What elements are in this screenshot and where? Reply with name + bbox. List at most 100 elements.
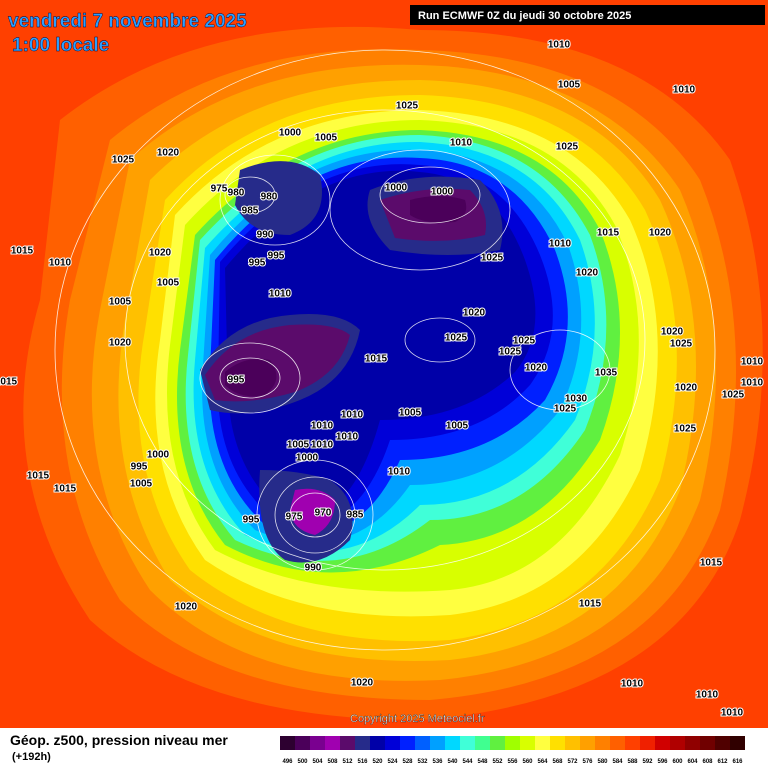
- legend-swatch: [460, 736, 475, 750]
- pressure-label: 1010: [49, 258, 72, 269]
- pressure-label: 995: [268, 251, 285, 262]
- legend-label: 600: [672, 759, 683, 765]
- legend-label: 520: [372, 759, 383, 765]
- legend-swatch: [610, 736, 625, 750]
- pressure-label: 990: [257, 230, 274, 241]
- pressure-label: 1000: [279, 128, 302, 139]
- pressure-label: 1005: [446, 421, 469, 432]
- legend-label: 616: [732, 759, 743, 765]
- field-band: [225, 196, 467, 397]
- legend-swatch: [550, 736, 565, 750]
- legend-swatch: [625, 736, 640, 750]
- legend-swatch: [640, 736, 655, 750]
- field-band: [290, 488, 335, 535]
- geopotential-field: [0, 0, 768, 728]
- legend-label: 576: [582, 759, 593, 765]
- pressure-label: 1025: [499, 347, 522, 358]
- legend-swatch: [370, 736, 385, 750]
- pressure-label: 1005: [157, 278, 180, 289]
- pressure-label: 1025: [670, 339, 693, 350]
- legend-swatch: [520, 736, 535, 750]
- pressure-label: 1015: [54, 484, 77, 495]
- pressure-label: 995: [228, 375, 245, 386]
- legend-label: 508: [327, 759, 338, 765]
- legend-swatch: [685, 736, 700, 750]
- pressure-label: 1025: [513, 336, 536, 347]
- pressure-label: 1010: [721, 708, 744, 719]
- pressure-label: 1010: [741, 357, 764, 368]
- legend-label: 516: [357, 759, 368, 765]
- legend-swatch: [715, 736, 730, 750]
- pressure-label: 1020: [463, 308, 486, 319]
- pressure-label: 1025: [674, 424, 697, 435]
- legend-swatch: [655, 736, 670, 750]
- pressure-label: 1010: [696, 690, 719, 701]
- pressure-label: 1025: [556, 142, 579, 153]
- legend-label: 556: [507, 759, 518, 765]
- field-band: [205, 188, 486, 402]
- legend-swatch: [670, 736, 685, 750]
- pressure-label: 985: [347, 510, 364, 521]
- color-legend: 496 500 504 508 512 516 520 524 528 532 536 540 544 5…: [280, 736, 745, 765]
- pressure-label: 1010: [311, 421, 334, 432]
- pressure-label: 1020: [675, 383, 698, 394]
- legend-label: 604: [687, 759, 698, 765]
- pressure-label: 1005: [315, 133, 338, 144]
- legend-label: 532: [417, 759, 428, 765]
- pressure-label: 1005: [558, 80, 581, 91]
- pressure-label: 1015: [0, 377, 18, 388]
- legend-label: 504: [312, 759, 323, 765]
- pressure-label: 1010: [548, 40, 571, 51]
- legend-swatch: [535, 736, 550, 750]
- field-band: [225, 170, 536, 517]
- run-box: [410, 5, 765, 25]
- legend-label: 592: [642, 759, 653, 765]
- pressure-label: 1010: [336, 432, 359, 443]
- legend-swatch: [280, 736, 295, 750]
- pressure-label: 970: [315, 508, 332, 519]
- pressure-label: 1025: [554, 404, 577, 415]
- pressure-label: 1000: [385, 183, 408, 194]
- legend-swatch: [400, 736, 415, 750]
- pressure-label: 1020: [157, 148, 180, 159]
- legend-swatch: [415, 736, 430, 750]
- pressure-label: 1020: [525, 363, 548, 374]
- legend-swatch: [505, 736, 520, 750]
- legend-label: 572: [567, 759, 578, 765]
- legend-swatch: [595, 736, 610, 750]
- run-info: Run ECMWF 0Z du jeudi 30 octobre 2025: [418, 10, 631, 22]
- legend-swatch: [475, 736, 490, 750]
- pressure-label: 1025: [112, 155, 135, 166]
- pressure-label: 985: [242, 206, 259, 217]
- pressure-label: 1010: [311, 440, 334, 451]
- pressure-label: 980: [228, 188, 245, 199]
- pressure-label: 975: [286, 512, 303, 523]
- legend-swatch: [565, 736, 580, 750]
- legend-swatch: [490, 736, 505, 750]
- pressure-label: 1020: [175, 602, 198, 613]
- legend-label: 568: [552, 759, 563, 765]
- legend-swatch: [310, 736, 325, 750]
- pressure-label: 1010: [673, 85, 696, 96]
- pressure-label: 1015: [597, 228, 620, 239]
- pressure-label: 1010: [549, 239, 572, 250]
- legend-swatch: [325, 736, 340, 750]
- pressure-label: 1030: [565, 394, 588, 405]
- pressure-label: 1010: [621, 679, 644, 690]
- legend-label: 596: [657, 759, 668, 765]
- legend-swatch: [340, 736, 355, 750]
- pressure-label: 1005: [109, 297, 132, 308]
- legend-swatch: [700, 736, 715, 750]
- legend-label: 528: [402, 759, 413, 765]
- legend-label: 524: [387, 759, 398, 765]
- legend-label: 560: [522, 759, 533, 765]
- pressure-label: 1025: [445, 333, 468, 344]
- lead-time: (+192h): [12, 751, 51, 763]
- pressure-label: 1010: [741, 378, 764, 389]
- pressure-label: 1025: [481, 253, 504, 264]
- pressure-label: 1010: [450, 138, 473, 149]
- pressure-label: 1005: [130, 479, 153, 490]
- legend-label: 608: [702, 759, 713, 765]
